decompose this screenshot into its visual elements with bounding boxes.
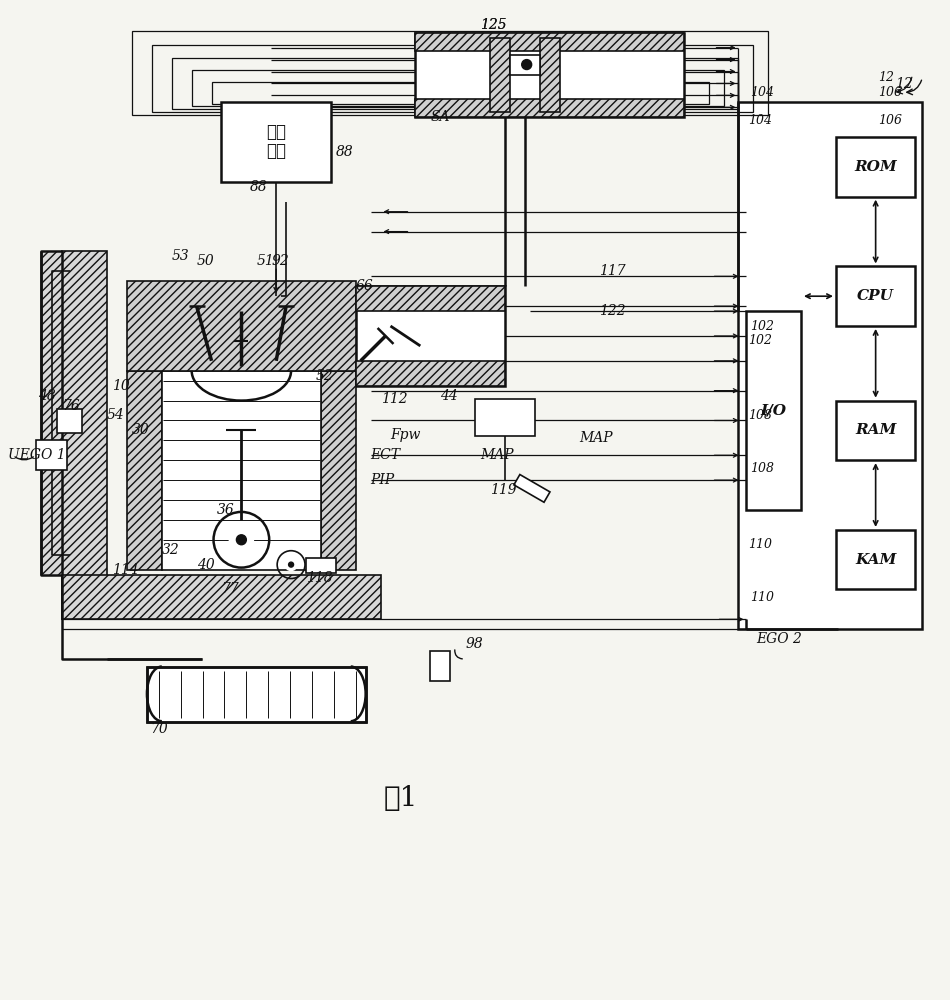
Text: 110: 110 <box>749 538 772 551</box>
Bar <box>127 281 355 371</box>
Bar <box>514 475 550 502</box>
Text: 53: 53 <box>172 249 190 263</box>
Bar <box>41 251 63 575</box>
Text: EGO 2: EGO 2 <box>756 632 802 646</box>
Circle shape <box>522 60 532 70</box>
Text: 32: 32 <box>162 543 180 557</box>
Bar <box>127 371 162 570</box>
Text: ECT: ECT <box>370 448 401 462</box>
Bar <box>57 409 83 433</box>
Text: 114: 114 <box>112 563 139 577</box>
Text: 106: 106 <box>878 114 902 127</box>
Text: 102: 102 <box>750 320 774 333</box>
Text: 51: 51 <box>256 254 274 268</box>
Text: SA: SA <box>430 110 449 124</box>
Text: 10: 10 <box>112 379 130 393</box>
Text: 77: 77 <box>221 582 239 596</box>
Text: MAP: MAP <box>480 448 514 462</box>
Text: 12: 12 <box>895 77 912 91</box>
Circle shape <box>285 559 297 571</box>
Bar <box>415 33 684 117</box>
Bar <box>475 399 535 436</box>
Text: 54: 54 <box>107 408 124 422</box>
Bar <box>212 82 709 104</box>
Bar <box>510 55 540 75</box>
Bar <box>415 33 684 51</box>
Circle shape <box>289 562 294 567</box>
Text: 图1: 图1 <box>383 785 418 812</box>
Bar <box>836 137 916 197</box>
Text: 122: 122 <box>599 304 626 318</box>
Text: 125: 125 <box>480 18 506 32</box>
Bar <box>415 99 684 117</box>
Bar <box>738 102 922 629</box>
Text: 50: 50 <box>197 254 215 268</box>
Bar <box>540 38 560 112</box>
Text: 98: 98 <box>466 637 483 651</box>
Bar <box>132 31 769 115</box>
Text: 44: 44 <box>440 389 458 403</box>
Bar <box>147 667 366 722</box>
Circle shape <box>230 528 254 552</box>
Bar <box>321 371 355 570</box>
Bar <box>306 558 335 573</box>
Text: 125: 125 <box>480 18 506 32</box>
Text: 104: 104 <box>750 86 774 99</box>
Bar <box>35 440 67 470</box>
Text: 66: 66 <box>355 279 373 293</box>
Text: ROM: ROM <box>854 160 897 174</box>
Bar <box>355 286 504 386</box>
Bar <box>63 251 107 619</box>
Text: 40: 40 <box>197 558 215 572</box>
Text: 110: 110 <box>750 591 774 604</box>
Text: 92: 92 <box>271 254 289 268</box>
Bar <box>221 102 331 182</box>
Bar <box>152 45 753 112</box>
Bar <box>147 667 366 722</box>
Text: 36: 36 <box>217 503 235 517</box>
Text: KAM: KAM <box>855 553 897 567</box>
Text: 112: 112 <box>381 392 408 406</box>
Text: 76: 76 <box>63 399 80 413</box>
Text: 70: 70 <box>150 722 167 736</box>
Text: 30: 30 <box>132 423 150 437</box>
Text: I/O: I/O <box>761 404 787 418</box>
Text: 108: 108 <box>750 462 774 475</box>
Text: Fpw: Fpw <box>390 428 421 442</box>
Text: 117: 117 <box>599 264 626 278</box>
Text: 点火
系统: 点火 系统 <box>266 124 286 160</box>
Text: 48: 48 <box>38 389 55 403</box>
Bar <box>192 70 724 106</box>
Text: UEGO 1: UEGO 1 <box>8 448 66 462</box>
Bar <box>747 311 801 510</box>
Text: 108: 108 <box>749 409 772 422</box>
Text: 88: 88 <box>335 145 353 159</box>
Bar <box>430 651 450 681</box>
Bar <box>355 286 504 311</box>
Text: 102: 102 <box>749 334 772 347</box>
Text: 119: 119 <box>490 483 517 497</box>
Text: RAM: RAM <box>855 423 897 437</box>
Bar <box>836 266 916 326</box>
Circle shape <box>237 535 246 545</box>
Text: MAP: MAP <box>580 431 613 445</box>
Bar <box>162 371 321 570</box>
Text: 52: 52 <box>316 369 333 383</box>
Bar <box>63 575 381 619</box>
Bar <box>172 58 738 109</box>
Text: 88: 88 <box>249 180 267 194</box>
Text: 12: 12 <box>878 71 894 84</box>
Text: PIP: PIP <box>370 473 395 487</box>
Text: 118: 118 <box>306 571 332 585</box>
Bar <box>836 401 916 460</box>
Text: 106: 106 <box>878 86 902 99</box>
Bar <box>355 361 504 386</box>
Bar <box>490 38 510 112</box>
Bar <box>836 530 916 589</box>
Text: 104: 104 <box>749 114 772 127</box>
Text: CPU: CPU <box>857 289 894 303</box>
